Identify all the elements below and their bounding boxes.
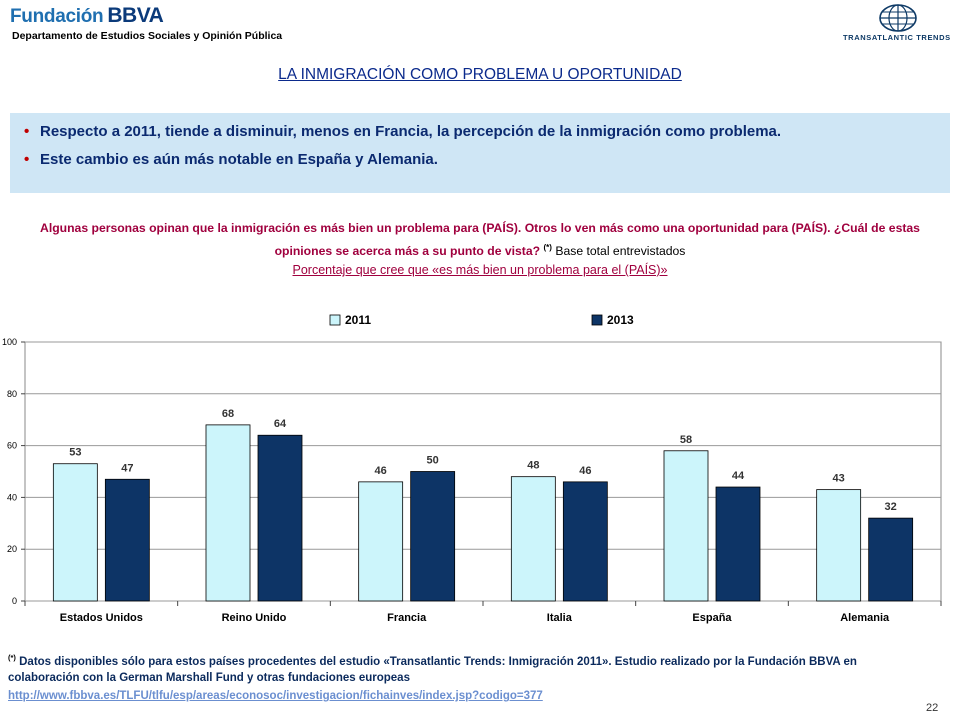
data-label: 46 xyxy=(375,465,387,477)
source-link[interactable]: http://www.fbbva.es/TLFU/tlfu/esp/areas/… xyxy=(8,690,543,702)
data-label: 43 xyxy=(833,473,845,485)
finding-bullet-1: Respecto a 2011, tiende a disminuir, men… xyxy=(24,121,936,142)
globe-icon xyxy=(879,4,917,32)
page-title: LA INMIGRACIÓN COMO PROBLEMA U OPORTUNID… xyxy=(278,66,682,83)
y-tick-label: 20 xyxy=(7,544,17,554)
x-category-label: Italia xyxy=(547,612,573,624)
bar-2013 xyxy=(715,486,761,602)
footnote-mark: (*) xyxy=(8,653,16,662)
plot-area xyxy=(24,341,942,602)
logo-text-bbva: BBVA xyxy=(107,4,164,27)
x-category-label: Francia xyxy=(387,612,427,624)
data-label: 32 xyxy=(885,501,897,513)
footnote: (*) Datos disponibles sólo para estos pa… xyxy=(8,650,908,686)
data-label: 50 xyxy=(427,455,439,467)
data-label: 64 xyxy=(274,418,287,430)
finding-bullet-2: Este cambio es aún más notable en España… xyxy=(24,149,936,170)
question-note-mark: (*) xyxy=(543,243,552,252)
survey-question: Algunas personas opinan que la inmigraci… xyxy=(20,218,940,261)
y-tick-label: 80 xyxy=(7,389,17,399)
y-tick-label: 40 xyxy=(7,492,17,502)
bar-2011 xyxy=(663,450,709,602)
y-tick-label: 0 xyxy=(12,596,17,606)
footnote-text: Datos disponibles sólo para estos países… xyxy=(8,655,857,684)
chart-gridlines xyxy=(24,341,942,602)
bar-2013 xyxy=(104,478,150,602)
question-text: Algunas personas opinan que la inmigraci… xyxy=(40,221,920,259)
data-label: 44 xyxy=(732,470,745,482)
bar-2011 xyxy=(358,481,404,602)
chart-axis: 0 20 40 60 80 100 Estados Unidos Reino Unido Fra… xyxy=(2,337,942,624)
x-category-label: España xyxy=(692,612,732,624)
bar-2011 xyxy=(816,489,862,602)
fundacion-bbva-logo: Fundación BBVA xyxy=(10,4,164,30)
bar-chart: 2011 2013 53 47 68 64 46 50 48 46 58 44 43 32 0 20 40 6… xyxy=(2,313,942,624)
data-label: 58 xyxy=(680,434,692,446)
legend-swatch-2013 xyxy=(591,314,603,326)
data-label: 47 xyxy=(121,462,133,474)
chart-legend: 2011 2013 xyxy=(329,313,634,327)
bar-2013 xyxy=(410,471,456,602)
y-tick-label: 100 xyxy=(2,337,17,347)
data-label: 46 xyxy=(579,465,591,477)
question-base: Base total entrevistados xyxy=(555,244,686,259)
legend-label: 2013 xyxy=(607,313,634,327)
bar-2013 xyxy=(562,481,608,602)
data-label: 53 xyxy=(69,447,81,459)
logo-text-fundacion: Fundación xyxy=(10,6,104,27)
chart-bars xyxy=(52,424,914,602)
chart-subtitle: Porcentaje que cree que «es más bien un … xyxy=(292,263,668,277)
page-number: 22 xyxy=(926,702,939,714)
bar-2011 xyxy=(52,463,98,602)
transatlantic-trends-label: TRANSATLANTIC TRENDS xyxy=(843,33,951,42)
legend-label: 2011 xyxy=(345,313,371,327)
key-findings-box: Respecto a 2011, tiende a disminuir, men… xyxy=(10,113,950,193)
x-category-label: Alemania xyxy=(840,612,890,624)
bar-2013 xyxy=(257,434,303,602)
legend-swatch-2011 xyxy=(329,314,341,326)
department-label: Departamento de Estudios Sociales y Opin… xyxy=(12,30,283,42)
data-label: 48 xyxy=(527,460,539,472)
y-tick-label: 60 xyxy=(7,441,17,451)
bar-2011 xyxy=(510,476,556,602)
data-label: 68 xyxy=(222,408,234,420)
bar-2011 xyxy=(205,424,251,602)
x-category-label: Reino Unido xyxy=(222,612,287,624)
chart-data-labels: 53 47 68 64 46 50 48 46 58 44 43 32 xyxy=(69,408,897,513)
x-category-label: Estados Unidos xyxy=(60,612,143,624)
bar-2013 xyxy=(868,517,914,602)
